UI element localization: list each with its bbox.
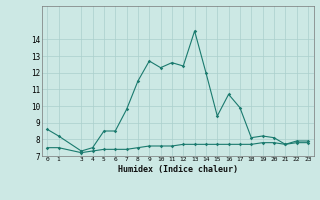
X-axis label: Humidex (Indice chaleur): Humidex (Indice chaleur): [118, 165, 237, 174]
